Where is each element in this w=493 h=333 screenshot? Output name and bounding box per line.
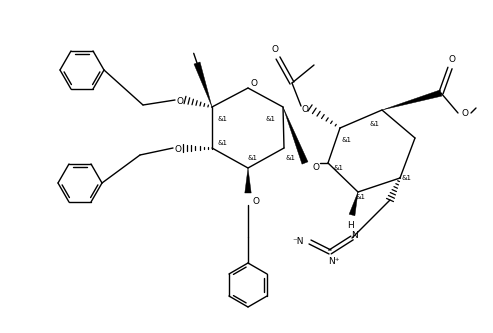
Text: O: O xyxy=(250,80,257,89)
Text: O: O xyxy=(461,110,468,119)
Text: &1: &1 xyxy=(341,137,351,143)
Text: &1: &1 xyxy=(217,140,227,146)
Text: &1: &1 xyxy=(217,116,227,122)
Polygon shape xyxy=(194,62,212,107)
Text: &1: &1 xyxy=(248,155,258,161)
Polygon shape xyxy=(283,107,308,164)
Text: &1: &1 xyxy=(266,116,276,122)
Text: O: O xyxy=(175,145,181,154)
Polygon shape xyxy=(349,192,358,216)
Text: O: O xyxy=(176,97,183,106)
Text: &1: &1 xyxy=(369,121,379,127)
Text: &1: &1 xyxy=(401,175,411,181)
Text: O: O xyxy=(449,55,456,64)
Text: &1: &1 xyxy=(285,155,295,161)
Text: &1: &1 xyxy=(333,165,343,171)
Text: ⁻N: ⁻N xyxy=(292,237,304,246)
Polygon shape xyxy=(382,90,442,110)
Text: H: H xyxy=(347,220,353,229)
Polygon shape xyxy=(245,168,251,193)
Text: O: O xyxy=(313,164,319,172)
Text: &1: &1 xyxy=(355,194,365,200)
Text: O: O xyxy=(272,45,279,54)
Text: N: N xyxy=(352,231,358,240)
Text: O: O xyxy=(302,105,309,114)
Text: N⁺: N⁺ xyxy=(328,256,340,265)
Text: O: O xyxy=(252,196,259,205)
